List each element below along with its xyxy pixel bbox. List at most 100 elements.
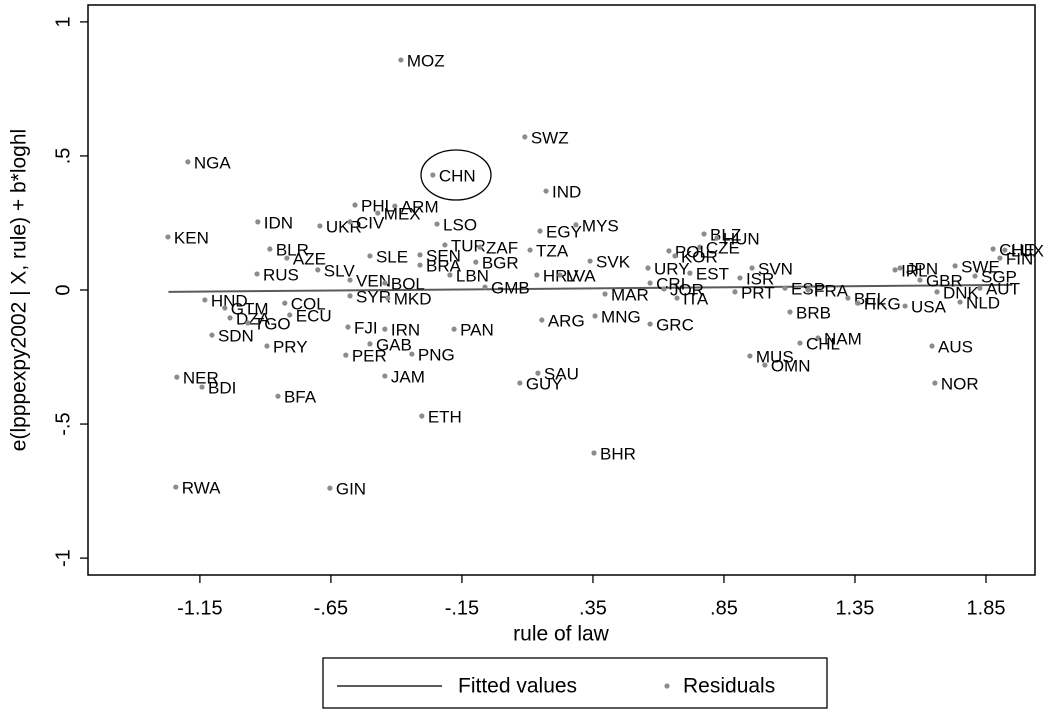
point-label: SEN [426, 246, 461, 265]
point-label: ETH [428, 407, 462, 426]
point-label: AZE [293, 250, 326, 269]
residual-point [543, 188, 549, 194]
x-tick-label: 1.85 [967, 597, 1006, 619]
point-label: IRN [391, 321, 420, 340]
point-label: BRA [426, 257, 462, 276]
residual-point [165, 234, 171, 240]
residual-point [972, 273, 978, 279]
residual-point [327, 485, 333, 491]
residual-point [409, 351, 415, 357]
residual-point [275, 393, 281, 399]
residual-point [892, 267, 898, 273]
residual-point [347, 277, 353, 283]
point-label: NLD [966, 294, 1000, 313]
residual-point [952, 263, 958, 269]
residual-point [647, 321, 653, 327]
point-label: RUS [263, 265, 299, 284]
point-label: TUR [451, 236, 486, 255]
residual-point [315, 267, 321, 273]
residual-point [199, 384, 205, 390]
point-label: BRB [796, 303, 831, 322]
residual-point [672, 253, 678, 259]
residual-point [245, 320, 251, 326]
point-label: COL [291, 295, 326, 314]
point-label: SYR [356, 287, 391, 306]
x-tick-label: .85 [710, 597, 738, 619]
fitted-line [168, 283, 1013, 293]
residual-point [255, 219, 261, 225]
point-label: CZE [706, 239, 740, 258]
residual-point [382, 280, 388, 286]
point-label: HUN [723, 229, 760, 248]
point-label: GTM [231, 299, 269, 318]
point-label: MOZ [407, 51, 445, 70]
residual-point [902, 303, 908, 309]
residual-point [701, 231, 707, 237]
residual-point [343, 352, 349, 358]
x-tick-label: -1.15 [177, 597, 223, 619]
residual-point [254, 271, 260, 277]
residual-point [674, 295, 680, 301]
point-label: CIV [356, 213, 385, 232]
residual-point [367, 253, 373, 259]
residual-point [282, 300, 288, 306]
residual-point [347, 219, 353, 225]
residual-point [534, 272, 540, 278]
point-label: BFA [284, 388, 317, 407]
x-tick-label: -.15 [445, 597, 479, 619]
point-label: VEN [356, 272, 391, 291]
point-label: HND [211, 291, 248, 310]
point-label: JPN [906, 259, 938, 278]
point-label: MAR [611, 286, 649, 305]
x-tick-label: 1.35 [836, 597, 875, 619]
point-label: PAN [460, 321, 494, 340]
residual-point [934, 289, 940, 295]
point-label: NGA [194, 153, 232, 172]
point-label: HKG [864, 295, 901, 314]
residual-point [447, 272, 453, 278]
plot-frame [87, 4, 1036, 576]
point-label: LVA [566, 266, 596, 285]
point-label: GMB [491, 279, 530, 298]
point-label: FRA [814, 281, 849, 300]
residual-point [185, 159, 191, 165]
point-label: SAU [544, 365, 579, 384]
point-label: ZAF [486, 239, 518, 258]
residual-point [522, 134, 528, 140]
point-label: PHL [361, 196, 394, 215]
residual-point [535, 370, 541, 376]
point-label: MKD [394, 290, 432, 309]
point-label: AUT [986, 280, 1020, 299]
point-label: FJI [354, 318, 378, 337]
point-label: POL [675, 242, 709, 261]
y-tick-label: -.5 [52, 412, 74, 435]
residual-point [347, 293, 353, 299]
point-label: SVK [596, 253, 631, 272]
residual-point [602, 291, 608, 297]
point-label: MEX [384, 205, 421, 224]
point-label: EST [696, 265, 729, 284]
point-label: GBR [926, 272, 963, 291]
point-label: DNK [943, 283, 980, 302]
residual-point [317, 223, 323, 229]
residual-point [661, 286, 667, 292]
point-label: JOR [670, 280, 704, 299]
residual-point [749, 265, 755, 271]
residual-point [714, 235, 720, 241]
residual-point [815, 335, 821, 341]
residual-point [732, 289, 738, 295]
residual-point [587, 258, 593, 264]
y-tick-label: .5 [52, 148, 74, 165]
residual-point [573, 222, 579, 228]
point-label: EGY [546, 223, 582, 242]
residual-point [929, 343, 935, 349]
residual-point [267, 246, 273, 252]
x-tick-label: .35 [579, 597, 607, 619]
legend-label: Residuals [683, 675, 775, 698]
point-label: ARM [401, 198, 439, 217]
residual-point [392, 203, 398, 209]
point-label: KOR [681, 247, 718, 266]
point-label: ARG [548, 312, 585, 331]
residual-point [367, 341, 373, 347]
